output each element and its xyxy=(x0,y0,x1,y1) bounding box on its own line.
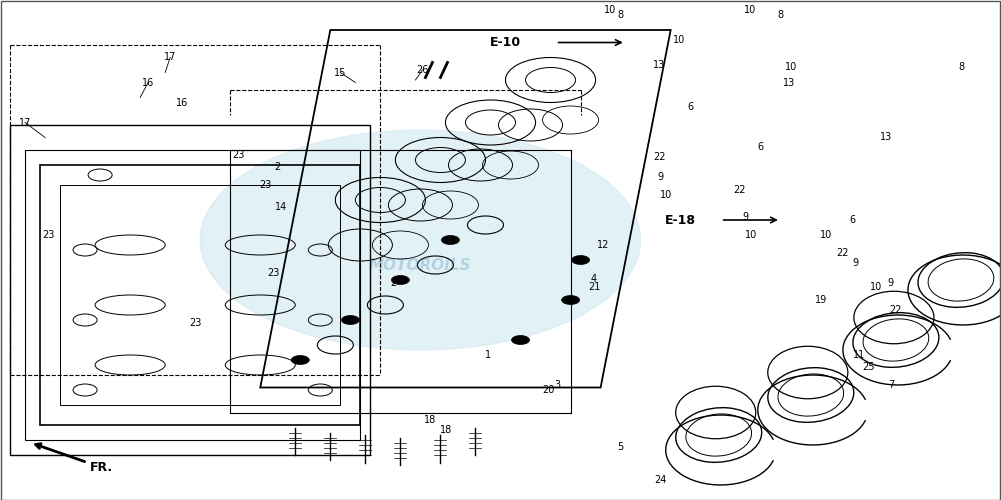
Text: 5: 5 xyxy=(618,442,624,452)
Text: 10: 10 xyxy=(604,5,616,15)
Text: 9: 9 xyxy=(743,212,749,222)
Text: 17: 17 xyxy=(19,118,31,128)
Circle shape xyxy=(441,236,459,244)
Text: 21: 21 xyxy=(589,282,601,292)
Text: 7: 7 xyxy=(888,380,894,390)
Text: 2: 2 xyxy=(274,162,280,172)
Text: 10: 10 xyxy=(745,230,757,240)
Text: 11: 11 xyxy=(853,350,865,360)
Text: 17: 17 xyxy=(164,52,176,62)
Text: 2: 2 xyxy=(390,278,396,287)
Text: 23: 23 xyxy=(267,268,279,278)
Text: 3: 3 xyxy=(555,380,561,390)
Circle shape xyxy=(512,336,530,344)
Text: E-18: E-18 xyxy=(666,214,696,226)
Text: 10: 10 xyxy=(785,62,797,72)
Circle shape xyxy=(291,356,309,364)
Text: 15: 15 xyxy=(334,68,346,78)
Text: 23: 23 xyxy=(42,230,54,240)
Text: 22: 22 xyxy=(837,248,849,258)
Text: 26: 26 xyxy=(416,65,428,75)
Circle shape xyxy=(562,296,580,304)
Text: 24: 24 xyxy=(655,475,667,485)
Text: 22: 22 xyxy=(654,152,666,162)
Text: 10: 10 xyxy=(660,190,672,200)
Text: 4: 4 xyxy=(591,274,597,284)
Text: 10: 10 xyxy=(870,282,882,292)
Text: MOTOROILS: MOTOROILS xyxy=(369,258,471,272)
Text: 22: 22 xyxy=(890,305,902,315)
Text: 20: 20 xyxy=(543,385,555,395)
Text: 6: 6 xyxy=(758,142,764,152)
Text: 19: 19 xyxy=(815,295,827,305)
Text: 6: 6 xyxy=(688,102,694,113)
Text: 8: 8 xyxy=(958,62,964,72)
Text: FR.: FR. xyxy=(36,444,113,474)
Text: 13: 13 xyxy=(880,132,892,142)
Text: 9: 9 xyxy=(888,278,894,287)
Text: 13: 13 xyxy=(783,78,795,88)
Text: 8: 8 xyxy=(618,10,624,20)
Text: 13: 13 xyxy=(653,60,665,70)
Text: 1: 1 xyxy=(485,350,491,360)
Text: 16: 16 xyxy=(176,98,188,108)
Text: 12: 12 xyxy=(598,240,610,250)
Circle shape xyxy=(391,276,409,284)
Circle shape xyxy=(341,316,359,324)
Text: 14: 14 xyxy=(275,202,287,212)
Text: 9: 9 xyxy=(658,172,664,182)
Text: 23: 23 xyxy=(259,180,271,190)
Text: 8: 8 xyxy=(778,10,784,20)
Circle shape xyxy=(200,130,641,350)
Text: 6: 6 xyxy=(850,215,856,225)
Text: 18: 18 xyxy=(424,415,436,425)
Text: 22: 22 xyxy=(734,185,746,195)
Text: 16: 16 xyxy=(142,78,154,88)
Text: 23: 23 xyxy=(232,150,244,160)
Text: E-10: E-10 xyxy=(489,36,522,49)
Text: 10: 10 xyxy=(673,35,685,45)
Text: 25: 25 xyxy=(863,362,875,372)
Circle shape xyxy=(572,256,590,264)
Text: 9: 9 xyxy=(853,258,859,268)
Text: 10: 10 xyxy=(744,5,756,15)
Text: 23: 23 xyxy=(189,318,201,328)
Text: 18: 18 xyxy=(440,425,452,435)
Text: 10: 10 xyxy=(820,230,832,240)
